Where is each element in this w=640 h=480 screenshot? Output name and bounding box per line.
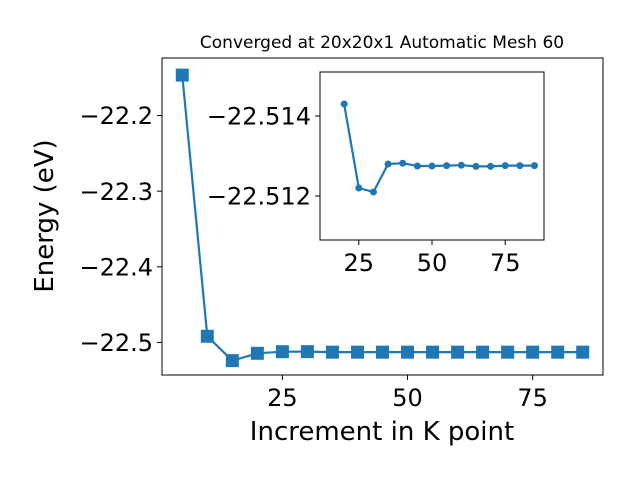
data-point [526,345,540,359]
main-plot-frame [161,57,604,376]
data-point [350,345,364,359]
inset-series [340,100,538,196]
data-point [376,345,389,359]
y-tick-label: −22.2 [79,102,153,130]
y-tick-label: −22.512 [207,183,311,211]
x-tick-label: 25 [344,249,375,277]
data-point [225,354,239,368]
data-point [355,184,363,192]
data-point [399,159,407,167]
data-point [426,345,440,359]
data-point [250,346,264,360]
data-point [325,345,339,359]
inset-ticks: 25 50 75 −22.514 −22.512 [207,103,521,277]
y-tick-label: −22.514 [207,103,311,131]
data-point [300,345,314,359]
y-tick-label: −22.5 [79,329,153,357]
data-point [501,162,509,170]
data-point [501,345,515,359]
data-point [551,345,565,359]
x-axis-label: Increment in K point [250,417,514,447]
data-point [530,162,538,170]
data-point [472,162,480,170]
data-point [516,162,524,170]
data-point [340,100,348,108]
data-point [428,162,436,170]
chart-title: Converged at 20x20x1 Automatic Mesh 60 [200,33,564,53]
x-tick-label: 50 [417,249,448,277]
y-axis-label: Energy (eV) [30,139,60,292]
data-point [369,188,377,196]
data-point [451,345,465,359]
x-tick-label: 75 [490,249,521,277]
data-point [175,68,189,82]
main-chart: Converged at 20x20x1 Automatic Mesh 60 I… [30,33,604,447]
inset-plot-frame [319,71,545,241]
inset-chart: 25 50 75 −22.514 −22.512 [207,71,545,277]
data-point [200,329,214,343]
y-tick-label: −22.4 [79,253,153,281]
data-point [275,345,289,359]
data-point [487,162,495,170]
data-point [384,160,392,168]
x-tick-label: 75 [517,384,548,412]
data-point [413,162,421,170]
inset-background [320,72,544,240]
main-series [175,68,590,368]
y-tick-label: −22.3 [79,178,153,206]
data-point [443,162,451,170]
main-ticks: 25 50 75 −22.2 −22.3 −22.4 −22.5 [79,102,547,412]
x-tick-label: 50 [392,384,423,412]
data-point [476,345,490,359]
x-tick-label: 25 [267,384,298,412]
data-point [576,345,590,359]
data-point [457,161,465,169]
data-point [401,345,415,359]
